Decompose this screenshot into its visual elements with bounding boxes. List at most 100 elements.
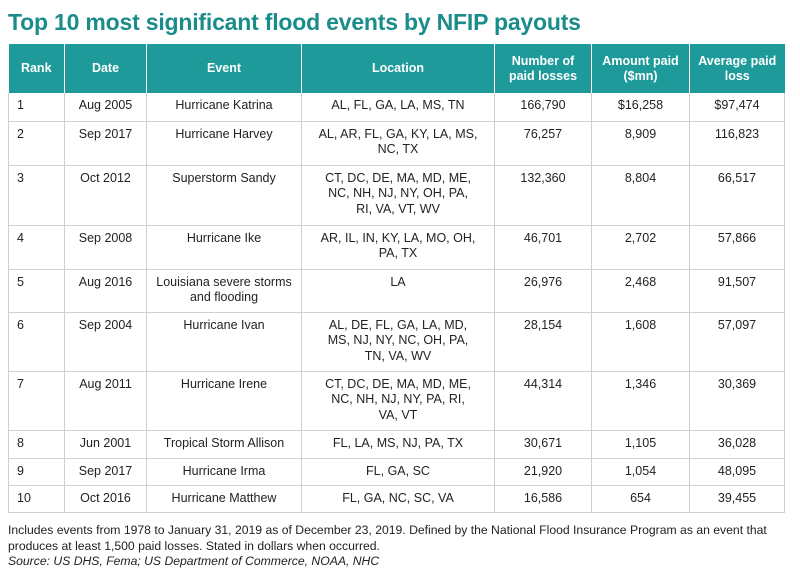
paid-losses-cell: 76,257 [494,121,592,166]
location-cell-line: NC, NH, NJ, NY, PA, RI, [331,392,465,406]
notes: Includes events from 1978 to January 31,… [8,523,793,570]
column-header-amount-paid: Amount paid ($mn) [591,44,690,93]
flood-events-table: Rank Date Event Location Number of paid l… [8,44,785,513]
paid-losses-cell: 21,920 [494,458,592,486]
location-cell: CT, DC, DE, MA, MD, ME, NC, NH, NJ, NY, P… [301,371,495,431]
location-cell-line: FL, GA, NC, SC, VA [342,490,454,505]
location-cell-line: VA, VT [378,407,418,422]
event-cell-line: Hurricane Ivan [183,317,265,332]
location-cell: CT, DC, DE, MA, MD, ME, NC, NH, NJ, NY, O… [301,165,495,226]
rank-cell: 6 [8,312,65,372]
event-cell-line: Superstorm Sandy [172,170,276,185]
location-cell-line: AL, FL, GA, LA, MS, TN [331,98,465,112]
column-header-rank: Rank [8,44,65,93]
source-note: Source: US DHS, Fema; US Department of C… [8,554,380,568]
location-cell-line: AL, AR, FL, GA, KY, LA, MS, [318,126,478,141]
amount-paid-cell: $16,258 [591,93,690,122]
event-cell-line: and flooding [189,290,259,304]
amount-paid-cell: 8,909 [591,121,690,166]
amount-paid-cell: 654 [591,485,690,513]
date-cell: Sep 2008 [64,225,147,270]
column-header-paid-losses: Number of paid losses [494,44,592,93]
location-cell: FL, LA, MS, NJ, PA, TX [301,430,495,459]
average-loss-cell: 57,866 [689,225,785,270]
rank-cell: 4 [8,225,65,270]
rank-cell: 7 [8,371,65,431]
average-loss-cell: 39,455 [689,485,785,513]
average-loss-cell: 91,507 [689,269,785,313]
paid-losses-cell: 132,360 [494,165,592,226]
average-loss-cell: 30,369 [689,371,785,431]
column-header-date: Date [64,44,147,93]
event-cell: Hurricane Irene [146,371,302,431]
date-cell: Aug 2011 [64,371,147,431]
date-cell: Jun 2001 [64,430,147,459]
rank-cell: 9 [8,458,65,486]
table-row: 1 Aug 2005 Hurricane Katrina AL, FL, GA, LA… [8,93,785,122]
location-cell-line: FL, GA, SC [366,463,430,478]
amount-paid-cell: 2,468 [591,269,690,313]
event-cell-line: Hurricane Harvey [175,126,273,141]
table-row: 4 Sep 2008 Hurricane Ike AR, IL, IN, KY, LA… [8,225,785,270]
location-cell: FL, GA, NC, SC, VA [301,485,495,513]
location-cell: AL, FL, GA, LA, MS, TN [301,93,495,122]
column-header-event: Event [146,44,302,93]
event-cell: Hurricane Ike [146,225,302,270]
paid-losses-cell: 46,701 [494,225,592,270]
event-cell: Superstorm Sandy [146,165,302,226]
location-cell-line: MS, NJ, NY, NC, OH, PA, [327,333,469,347]
event-cell: Hurricane Katrina [146,93,302,122]
rank-cell: 5 [8,269,65,313]
column-header-label: Number of [511,53,575,68]
amount-paid-cell: 1,105 [591,430,690,459]
event-cell-line: Hurricane Irma [182,463,266,478]
event-cell: Tropical Storm Allison [146,430,302,459]
table-row: 5 Aug 2016 Louisiana severe storms and floo… [8,269,785,313]
table-row: 9 Sep 2017 Hurricane Irma FL, GA, SC 21,920 1… [8,458,785,486]
average-loss-cell: 48,095 [689,458,785,486]
average-loss-cell: 66,517 [689,165,785,226]
table-row: 10 Oct 2016 Hurricane Matthew FL, GA, NC, S… [8,485,785,513]
average-loss-cell: $97,474 [689,93,785,122]
location-cell-line: PA, TX [378,246,418,260]
location-cell-line: NC, TX [377,142,419,156]
rank-cell: 10 [8,485,65,513]
date-cell: Aug 2016 [64,269,147,313]
event-cell-line: Hurricane Matthew [171,490,277,505]
column-header-label: Rank [20,61,52,75]
rank-cell: 1 [8,93,65,122]
average-loss-cell: 116,823 [689,121,785,166]
location-cell: AL, DE, FL, GA, LA, MD, MS, NJ, NY, NC, O… [301,312,495,372]
column-header-label: paid losses [508,68,578,83]
average-loss-cell: 36,028 [689,430,785,459]
location-cell-line: FL, LA, MS, NJ, PA, TX [332,435,464,450]
event-cell: Louisiana severe storms and flooding [146,269,302,313]
column-header-average-loss: Average paid loss [689,44,785,93]
event-cell-line: Hurricane Katrina [175,98,273,112]
table-row: 3 Oct 2012 Superstorm Sandy CT, DC, DE, MA,… [8,165,785,226]
column-header-location: Location [301,44,495,93]
paid-losses-cell: 30,671 [494,430,592,459]
footnote: Includes events from 1978 to January 31,… [8,523,767,553]
table-header-row: Rank Date Event Location Number of paid l… [8,44,785,93]
event-cell-line: Tropical Storm Allison [163,435,285,450]
table-row: 2 Sep 2017 Hurricane Harvey AL, AR, FL, GA,… [8,121,785,166]
event-cell-line: Hurricane Irene [180,376,268,391]
location-cell: AL, AR, FL, GA, KY, LA, MS, NC, TX [301,121,495,166]
amount-paid-cell: 8,804 [591,165,690,226]
location-cell-line: CT, DC, DE, MA, MD, ME, [325,376,471,391]
location-cell: FL, GA, SC [301,458,495,486]
rank-cell: 2 [8,121,65,166]
paid-losses-cell: 28,154 [494,312,592,372]
paid-losses-cell: 26,976 [494,269,592,313]
page-title: Top 10 most significant flood events by … [8,9,581,35]
column-header-label: Date [91,61,120,75]
paid-losses-cell: 166,790 [494,93,592,122]
rank-cell: 8 [8,430,65,459]
column-header-label: Event [206,61,242,75]
amount-paid-cell: 1,608 [591,312,690,372]
column-header-label: ($mn) [623,68,658,83]
event-cell: Hurricane Matthew [146,485,302,513]
amount-paid-cell: 1,054 [591,458,690,486]
